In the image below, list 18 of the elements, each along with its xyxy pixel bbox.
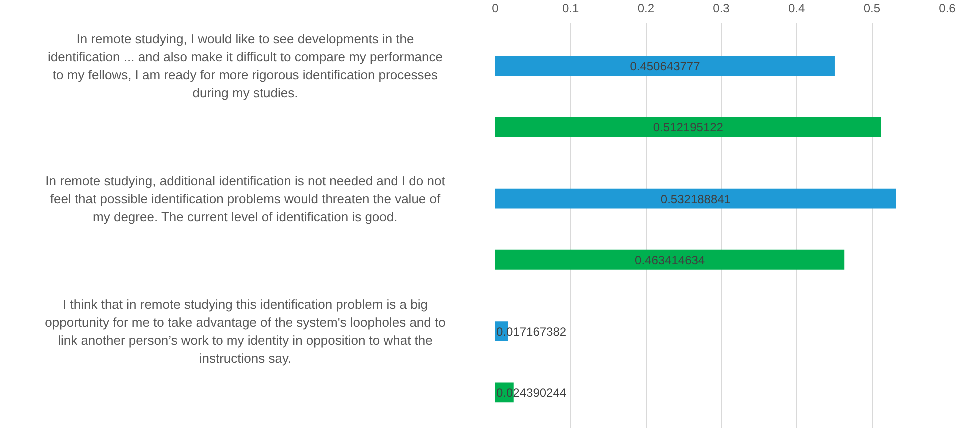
y-tick-label: I think that in remote studying this identification problem is a big opportunity for me to take advantage of the system's loopholes and to link another person’s work to my identity in opposition to what the instructions say. <box>45 297 446 366</box>
x-tick-label: 0.3 <box>713 2 730 16</box>
y-tick-label: In remote studying, additional identification is not needed and I do not feel that possible identification problems would threaten the value of my degree. The current level of identification is good. <box>46 173 446 224</box>
data-label: 0.463414634 <box>635 253 706 268</box>
x-tick-label: 0 <box>492 2 500 16</box>
bar <box>496 188 896 209</box>
x-tick-label: 0.2 <box>638 2 655 16</box>
data-label: 0.512195122 <box>653 120 724 135</box>
x-tick-label: 0.1 <box>562 2 580 16</box>
x-tick-label: 0.4 <box>788 2 806 16</box>
bar <box>496 117 882 138</box>
y-tick-label: In remote studying, I would like to see developments in the identification ... and also make it difficult to compare my performance to my fellows, I am ready for more rigorous identification processes during my studies. <box>48 31 444 100</box>
x-tick-label: 0.6 <box>939 2 956 16</box>
bar <box>496 56 835 76</box>
bar <box>496 250 845 270</box>
x-tick-label: 0.5 <box>864 2 881 16</box>
data-label: 0.532188841 <box>660 192 732 206</box>
data-label: 0.450643777 <box>630 59 701 74</box>
